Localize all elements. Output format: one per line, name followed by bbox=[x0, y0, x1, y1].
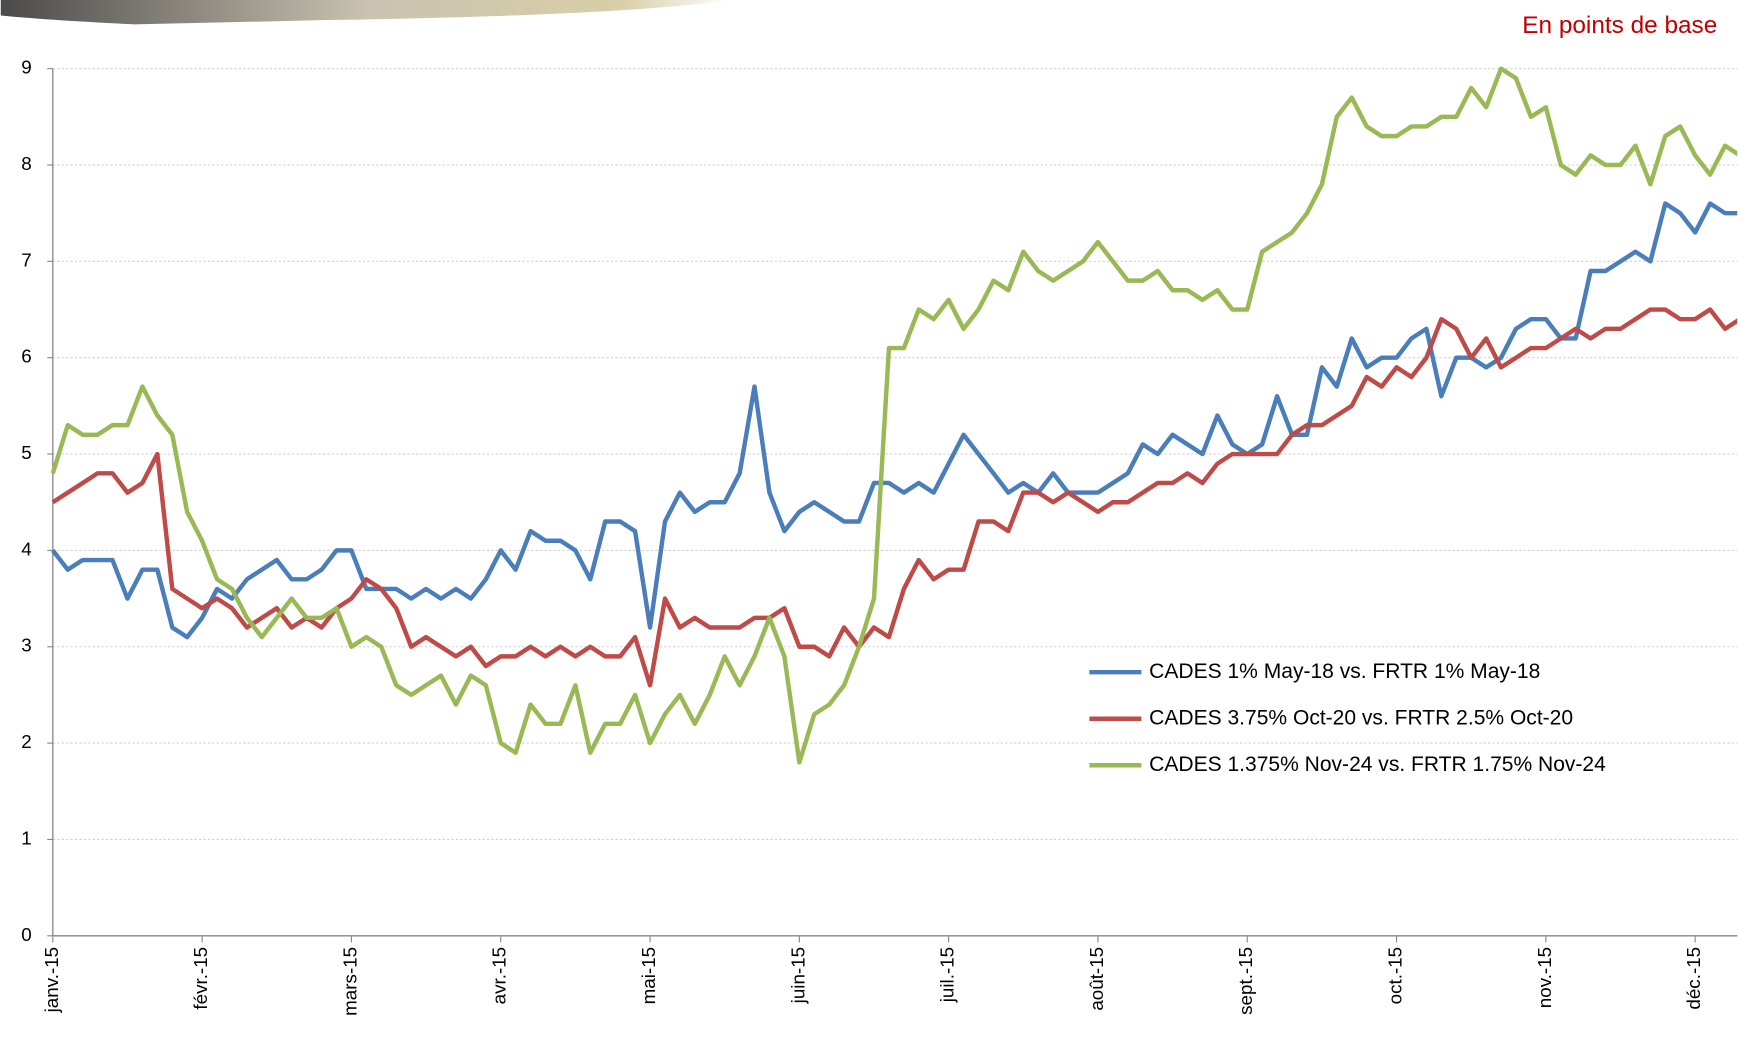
x-tick-label: juin-15 bbox=[787, 947, 808, 1004]
x-tick-label: nov.-15 bbox=[1534, 947, 1555, 1008]
x-tick-label: janv.-15 bbox=[41, 947, 62, 1014]
x-tick-label: juil.-15 bbox=[937, 947, 958, 1003]
series-line bbox=[50, 66, 1738, 765]
x-tick-label: mai-15 bbox=[638, 947, 659, 1005]
x-tick-label: oct.-15 bbox=[1385, 947, 1406, 1005]
x-tick-label: déc.-15 bbox=[1683, 947, 1704, 1010]
y-tick-label: 8 bbox=[21, 153, 31, 174]
y-tick-label: 3 bbox=[21, 635, 31, 656]
legend-label: CADES 1% May-18 vs. FRTR 1% May-18 bbox=[1149, 660, 1540, 683]
x-tick-label: févr.-15 bbox=[190, 947, 211, 1010]
y-tick-label: 9 bbox=[21, 57, 31, 78]
y-tick-label: 4 bbox=[21, 538, 31, 559]
y-tick-label: 7 bbox=[21, 249, 31, 270]
x-tick-label: août-15 bbox=[1086, 947, 1107, 1011]
y-tick-label: 5 bbox=[21, 442, 31, 463]
subtitle: En points de base bbox=[1522, 12, 1717, 39]
x-tick-label: sept.-15 bbox=[1235, 947, 1256, 1015]
plot-area bbox=[50, 66, 1738, 765]
x-tick-label: avr.-15 bbox=[489, 947, 510, 1005]
y-tick-label: 1 bbox=[21, 827, 31, 848]
legend-label: CADES 3.75% Oct-20 vs. FRTR 2.5% Oct-20 bbox=[1149, 706, 1573, 729]
y-tick-label: 6 bbox=[21, 346, 31, 367]
x-tick-label: mars-15 bbox=[339, 947, 360, 1016]
y-tick-label: 0 bbox=[21, 924, 31, 945]
y-tick-label: 2 bbox=[21, 731, 31, 752]
legend-label: CADES 1.375% Nov-24 vs. FRTR 1.75% Nov-2… bbox=[1149, 753, 1606, 776]
header-banner bbox=[0, 0, 732, 25]
series-line bbox=[51, 201, 1738, 640]
